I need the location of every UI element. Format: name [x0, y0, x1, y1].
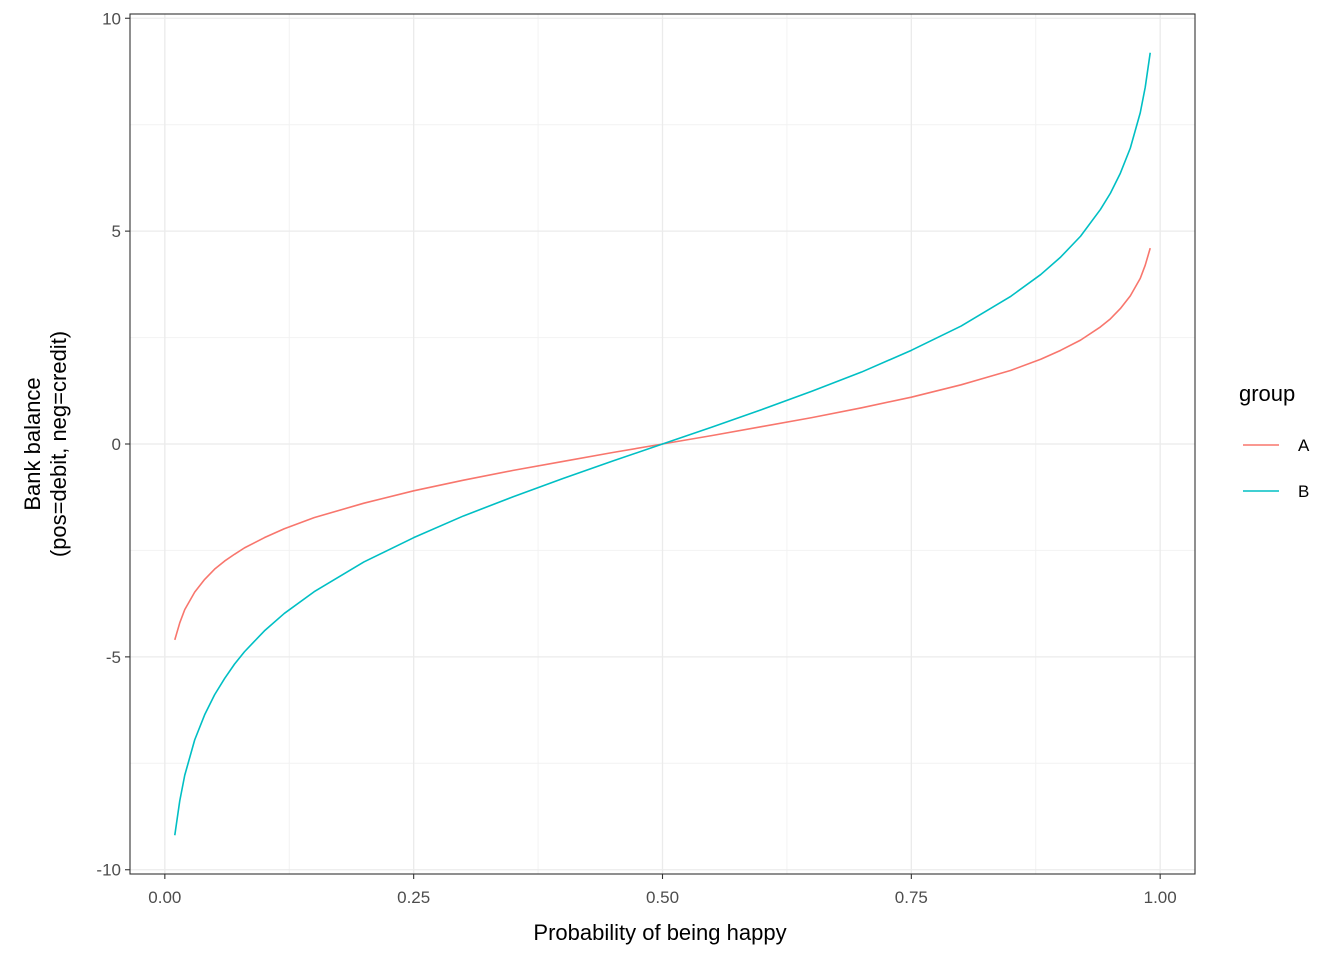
series-line-b: [173, 52, 1152, 836]
x-tick-label: 0.75: [895, 888, 928, 907]
y-tick-label: -5: [106, 648, 121, 667]
x-tick-label: 1.00: [1144, 888, 1177, 907]
x-tick-label: 0.25: [397, 888, 430, 907]
y-axis-ticks: -10 -5 0 5 10: [96, 9, 130, 880]
x-axis-title: Probability of being happy: [533, 920, 786, 945]
y-tick-label: 5: [112, 222, 121, 241]
legend-item-b: B: [1243, 482, 1309, 501]
y-tick-label: 10: [102, 9, 121, 28]
x-tick-label: 0.00: [148, 888, 181, 907]
y-tick-label: 0: [112, 435, 121, 454]
legend-label-b: B: [1298, 482, 1309, 501]
legend-item-a: A: [1243, 436, 1310, 455]
x-axis-ticks: 0.00 0.25 0.50 0.75 1.00: [148, 874, 1177, 907]
legend-items: AB: [1243, 436, 1310, 501]
legend-title: group: [1239, 381, 1295, 406]
y-axis-title: Bank balance (pos=debit, neg=credit): [20, 331, 71, 557]
series-lines: [173, 52, 1152, 836]
series-line-a: [174, 247, 1151, 641]
legend-label-a: A: [1298, 436, 1310, 455]
major-gridlines: [130, 14, 1195, 874]
y-axis-title-line-2: (pos=debit, neg=credit): [46, 331, 71, 557]
y-tick-label: -10: [96, 861, 121, 880]
legend: group AB: [1239, 381, 1310, 501]
x-tick-label: 0.50: [646, 888, 679, 907]
y-axis-title-line-1: Bank balance: [20, 377, 45, 510]
